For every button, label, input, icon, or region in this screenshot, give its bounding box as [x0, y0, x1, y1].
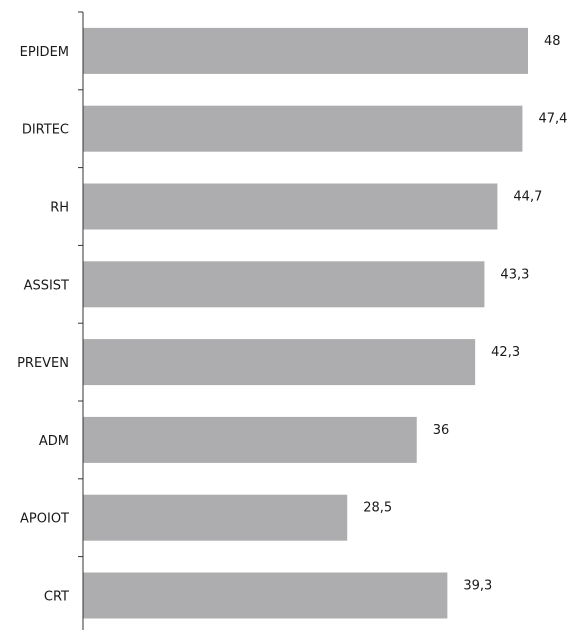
bar-preven	[83, 339, 476, 386]
bar-dirtec	[83, 105, 523, 152]
category-label: APOIOT	[20, 512, 69, 527]
bar-rh	[83, 183, 498, 230]
value-label: 39,3	[463, 579, 492, 594]
category-axis	[78, 11, 84, 630]
value-label: 43,3	[500, 267, 529, 282]
category-label: RH	[50, 201, 69, 216]
value-label: 36	[433, 423, 450, 438]
category-label: PREVEN	[17, 356, 69, 371]
category-label: DIRTEC	[22, 123, 69, 138]
bar-assist	[83, 261, 485, 308]
category-label: ASSIST	[24, 278, 69, 293]
value-label: 47,4	[538, 112, 567, 127]
category-label: EPIDEM	[20, 45, 69, 60]
value-label: 44,7	[513, 190, 542, 205]
bar-epidem	[83, 27, 528, 74]
value-label: 48	[544, 34, 561, 49]
value-labels: 48 47,4 44,7 43,3 42,3 36 28,5 39,3	[363, 34, 567, 594]
category-labels: EPIDEM DIRTEC RH ASSIST PREVEN ADM APOIOT CRT	[17, 45, 69, 605]
category-label: CRT	[44, 590, 69, 605]
bar-apoiot	[83, 494, 348, 541]
bars-group	[83, 27, 528, 619]
category-label: ADM	[39, 434, 69, 449]
value-label: 28,5	[363, 501, 392, 516]
value-label: 42,3	[491, 345, 520, 360]
bar-crt	[83, 572, 448, 619]
bar-adm	[83, 416, 417, 463]
